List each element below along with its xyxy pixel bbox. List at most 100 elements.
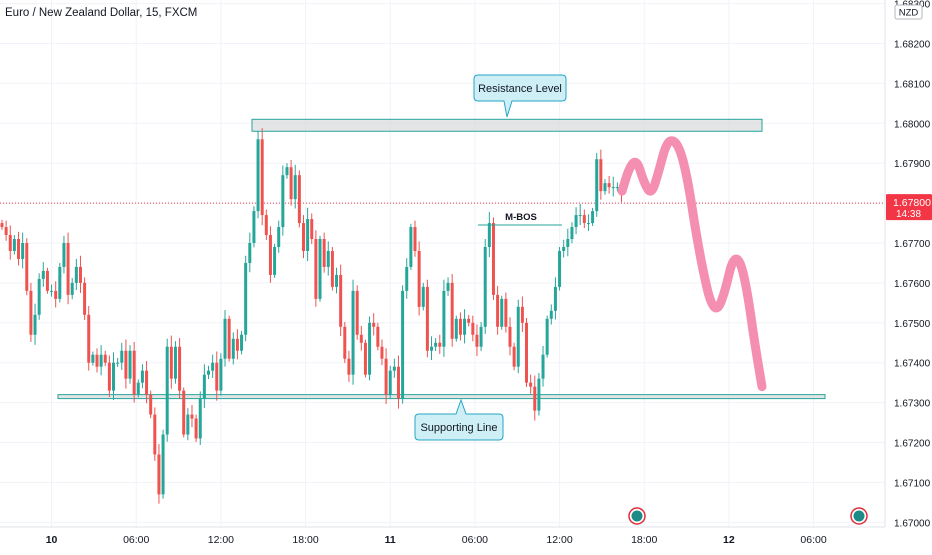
candle — [178, 337, 182, 399]
candle-body — [512, 346, 516, 367]
candle-body — [599, 159, 603, 192]
candle — [533, 375, 537, 421]
price-tick-label: 1.67900 — [894, 159, 931, 170]
event-icon-2[interactable] — [850, 507, 868, 525]
price-axis[interactable]: 1.683001.682001.681001.680001.679001.678… — [884, 0, 932, 529]
candle-body — [256, 139, 260, 212]
grid — [0, 0, 885, 527]
candle — [149, 390, 153, 419]
candle — [347, 350, 351, 382]
candle-body — [128, 350, 132, 379]
candle — [566, 228, 570, 257]
candle — [603, 179, 607, 195]
candle-body — [260, 139, 264, 216]
candle-body — [363, 342, 367, 375]
candle — [240, 330, 244, 355]
candle-body — [165, 346, 169, 435]
price-tick-label: 1.67600 — [894, 279, 931, 290]
candle-body — [463, 318, 467, 335]
candle — [578, 203, 582, 226]
candle — [450, 274, 454, 347]
candle — [500, 295, 504, 330]
candle — [562, 239, 566, 258]
candle-body — [161, 434, 165, 495]
time-axis[interactable]: 10 06:00 12:00 18:00 11 06:00 12:00 18:00 12 06:0… — [0, 526, 885, 546]
candle-body — [145, 370, 149, 395]
candle-body — [454, 318, 458, 339]
candle-body — [496, 294, 500, 327]
candle — [50, 284, 54, 297]
candle-body — [78, 266, 82, 283]
candle — [165, 338, 169, 442]
resistance-zone[interactable] — [251, 118, 763, 132]
mbos-annotation[interactable]: M-BOS — [478, 212, 562, 226]
candle — [281, 165, 285, 236]
candle-body — [248, 243, 252, 263]
candle-body — [182, 390, 186, 435]
candle-body — [54, 290, 58, 299]
candle-body — [475, 334, 479, 347]
candle — [157, 444, 161, 504]
candle — [95, 348, 99, 373]
candle-body — [314, 239, 318, 299]
support-zone[interactable] — [57, 394, 826, 400]
candle — [425, 279, 429, 358]
candle-body — [25, 243, 29, 291]
candle — [487, 211, 491, 258]
candle-body — [491, 223, 495, 295]
candle-body — [467, 318, 471, 323]
candle — [442, 279, 446, 357]
candle-body — [430, 346, 434, 351]
candle-body — [29, 290, 33, 335]
candle-body — [140, 370, 144, 383]
last-price-text: 1.67800 — [893, 197, 931, 209]
candle — [496, 286, 500, 335]
event-icon-1-dot — [631, 510, 643, 522]
candle — [215, 351, 219, 401]
event-icon-1[interactable] — [628, 507, 646, 525]
candle — [0, 219, 4, 230]
candle-body — [231, 338, 235, 359]
candle-body — [537, 378, 541, 411]
candle-body — [376, 326, 380, 347]
candle-body — [33, 314, 37, 335]
candle — [355, 285, 359, 340]
candle-body — [306, 219, 310, 251]
candle-body — [293, 175, 297, 200]
candle — [376, 322, 380, 351]
resistance-callout[interactable]: Resistance Level — [473, 74, 567, 118]
candle-body — [434, 342, 438, 347]
event-icons[interactable] — [628, 507, 868, 525]
candle — [21, 232, 25, 269]
candle-body — [562, 246, 566, 251]
candle — [190, 404, 194, 428]
support-callout[interactable]: Supporting Line — [414, 398, 504, 441]
candle — [194, 414, 198, 443]
candle — [570, 222, 574, 244]
candle — [41, 262, 45, 287]
candle-body — [541, 354, 545, 379]
candle — [463, 309, 467, 344]
candle — [112, 352, 116, 400]
time-tick-label: 12 — [723, 534, 735, 546]
last-price-badge: 1.67800 14:38 — [886, 194, 932, 221]
candle-body — [595, 159, 599, 212]
price-tick-label: 1.67500 — [894, 319, 931, 330]
candle-body — [194, 418, 198, 439]
candle-body — [549, 310, 553, 319]
candle-body — [178, 346, 182, 391]
support-callout-label: Supporting Line — [420, 422, 497, 434]
candle — [285, 163, 289, 179]
candle — [128, 345, 132, 384]
candle-body — [483, 246, 487, 327]
candle-body — [149, 394, 153, 415]
candle-body — [578, 215, 582, 217]
candles — [0, 128, 623, 504]
candle-body — [70, 282, 74, 295]
candle-body — [124, 350, 128, 379]
candle — [223, 310, 227, 367]
projection-path[interactable] — [617, 136, 767, 392]
candle-body — [396, 366, 400, 399]
